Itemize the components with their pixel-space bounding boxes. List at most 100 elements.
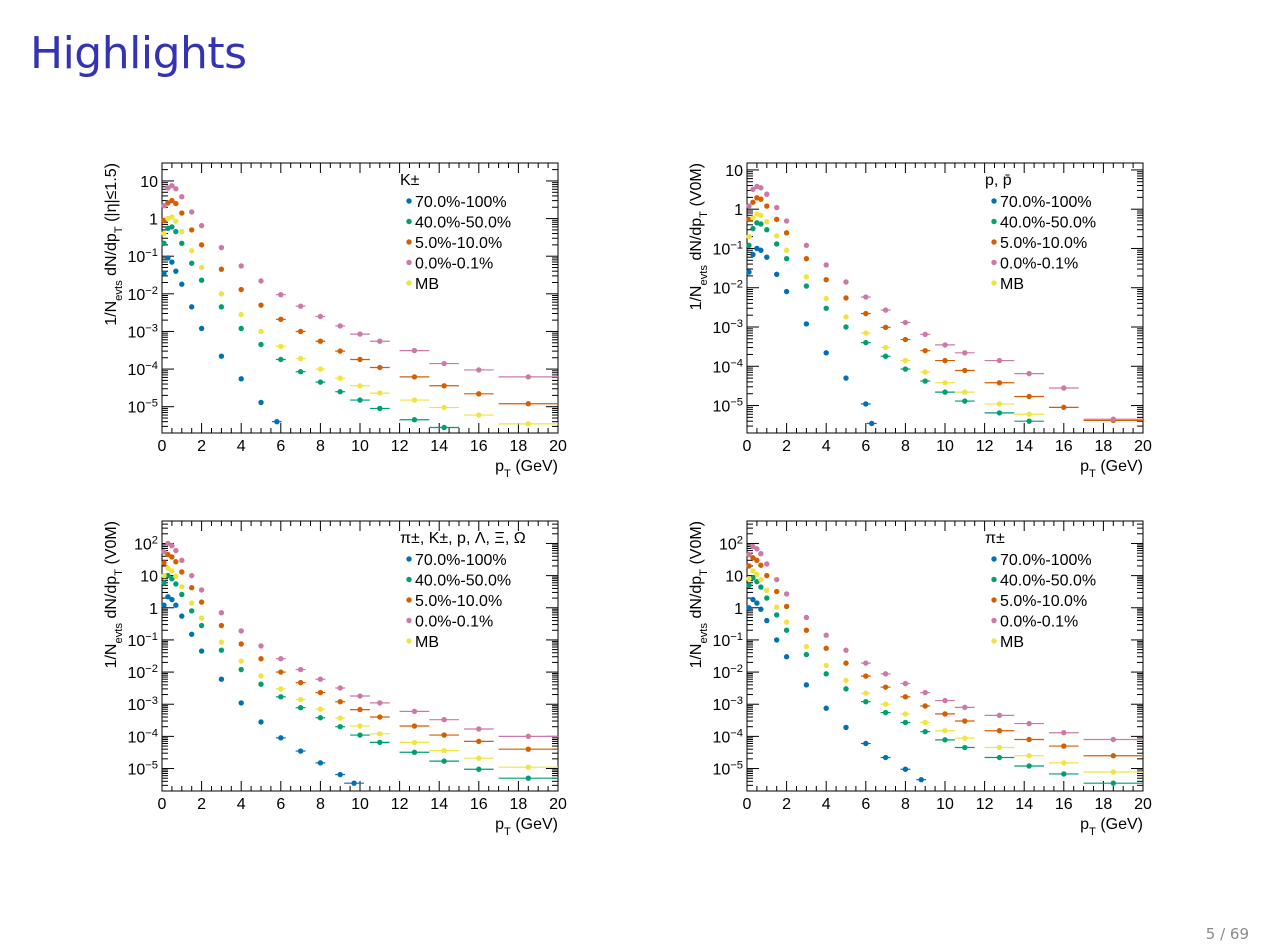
data-point (173, 581, 179, 587)
legend-entry: 40.0%-50.0% (1000, 573, 1096, 590)
data-point (218, 610, 225, 616)
x-tick-label: 10 (351, 796, 369, 813)
legend-marker (991, 576, 997, 583)
data-point (1026, 753, 1032, 759)
data-point (357, 706, 363, 713)
legend-entry: 40.0%-50.0% (1000, 215, 1096, 232)
data-point (165, 200, 171, 206)
data-point (278, 656, 284, 662)
data-point (902, 711, 909, 717)
data-point (258, 302, 264, 308)
series-5.0%-10.0% (161, 551, 558, 752)
data-point (258, 341, 264, 348)
x-tick-label: 18 (510, 438, 528, 455)
data-point (357, 383, 363, 389)
y-tick-label: 10−5 (712, 397, 743, 416)
data-point (218, 353, 225, 359)
legend-marker (991, 259, 997, 266)
legend-title: π±, K±, p, Λ, Ξ, Ω (400, 530, 526, 547)
data-point (165, 594, 171, 600)
data-point (803, 255, 810, 262)
legend-marker (991, 556, 997, 562)
data-point (161, 602, 167, 608)
data-point (902, 694, 909, 700)
data-point (843, 660, 849, 666)
legend-marker (991, 218, 997, 225)
data-point (902, 680, 909, 687)
data-point (411, 723, 418, 729)
data-point (758, 562, 764, 568)
legend: π± 70.0%-100% 40.0%-50.0% 5.0%-10.0% 0.0%-0.… (985, 530, 1096, 651)
data-point (377, 731, 383, 737)
data-point (411, 739, 418, 746)
data-point (411, 417, 418, 423)
data-point (357, 397, 363, 403)
data-point (189, 248, 195, 254)
data-point (1110, 753, 1116, 759)
data-point (764, 254, 770, 260)
data-point (525, 421, 531, 427)
data-point (441, 404, 447, 411)
page-number: 5 / 69 (1205, 925, 1249, 943)
data-point (441, 383, 447, 389)
data-point (238, 325, 244, 332)
data-point (996, 744, 1003, 751)
data-point (764, 595, 770, 601)
data-point (882, 684, 889, 690)
data-point (823, 295, 829, 302)
legend-marker (991, 597, 997, 603)
data-point (411, 397, 418, 403)
data-point (783, 288, 790, 295)
data-point (803, 242, 810, 249)
data-point (357, 693, 363, 699)
data-point (758, 212, 764, 218)
data-point (337, 771, 343, 778)
data-point (165, 185, 171, 191)
data-point (882, 754, 889, 761)
data-point (441, 717, 447, 723)
data-point (750, 225, 756, 232)
x-tick-label: 14 (1015, 438, 1033, 455)
data-point (863, 673, 869, 679)
data-point (996, 357, 1003, 364)
series-40.0%-50.0% (161, 572, 558, 781)
legend: p, p̄ 70.0%-100% 40.0%-50.0% 5.0%-10.0% 0.0%… (985, 172, 1096, 293)
data-point (179, 584, 185, 590)
data-point (179, 228, 185, 235)
data-point (476, 391, 482, 397)
legend-entry: 40.0%-50.0% (415, 573, 511, 590)
legend-entry: 0.0%-0.1% (415, 614, 493, 631)
data-point (297, 696, 304, 703)
data-point (754, 600, 760, 606)
series-70.0%-100% (746, 245, 877, 427)
data-point (169, 543, 175, 549)
legend-marker (406, 218, 412, 225)
legend-entry: 70.0%-100% (415, 194, 507, 211)
data-point (902, 357, 909, 364)
x-tick-label: 12 (391, 438, 409, 455)
data-point (764, 561, 770, 567)
legend-marker (406, 198, 412, 204)
data-point (783, 627, 790, 633)
data-point (441, 360, 447, 367)
data-point (317, 689, 324, 696)
x-tick-label: 20 (549, 438, 567, 455)
data-point (476, 766, 482, 772)
data-point (317, 366, 324, 372)
data-point (411, 347, 418, 354)
data-point (918, 776, 924, 783)
data-point (750, 215, 756, 221)
data-point (996, 401, 1003, 407)
legend-title: π± (985, 530, 1005, 547)
data-point (238, 263, 244, 269)
data-point (746, 242, 752, 249)
data-point (169, 554, 175, 560)
data-point (198, 264, 205, 271)
data-point (774, 271, 780, 277)
chart-kaon-spectra: 0 2 4 6 8 10 12 14 16 18 20 10 1 10−1 10−2 10−3 10−4 10−5… (95, 150, 595, 480)
data-point (525, 746, 531, 752)
data-point (258, 656, 264, 662)
data-point (746, 582, 752, 589)
data-point (882, 324, 889, 331)
x-tick-label: 16 (1055, 438, 1073, 455)
